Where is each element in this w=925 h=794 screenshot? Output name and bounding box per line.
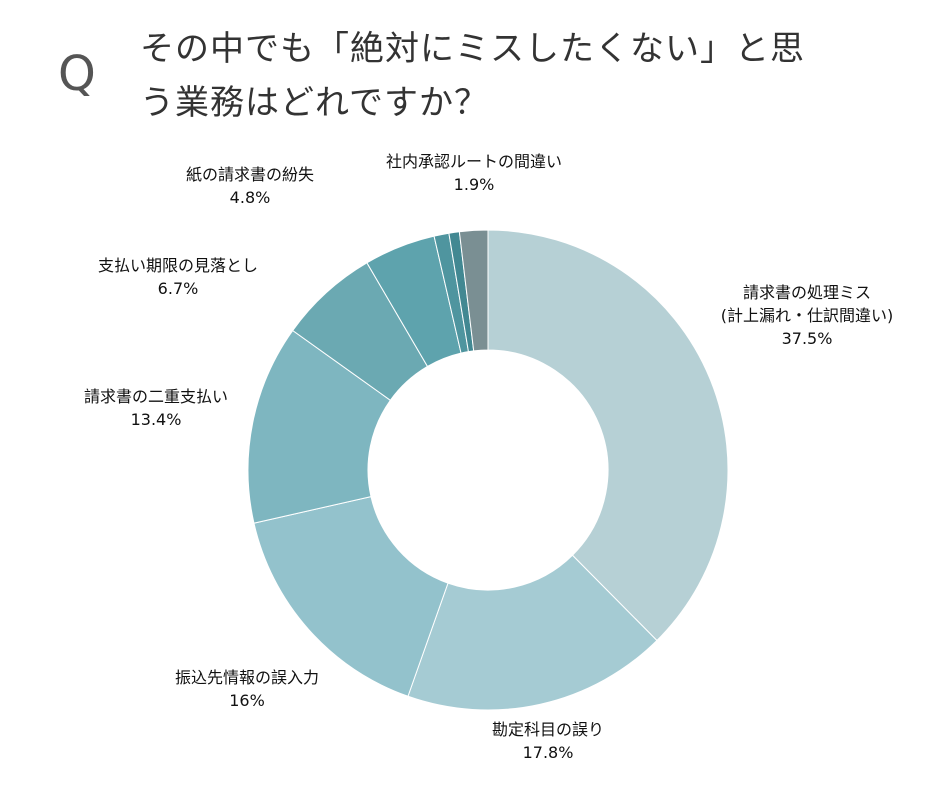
slice-label-4: 支払い期限の見落とし 6.7% xyxy=(98,256,258,298)
slice-label-8: 社内承認ルートの間違い 1.9% xyxy=(386,152,562,194)
donut-slices xyxy=(247,229,729,711)
question-line-1: その中でも「絶対にミスしたくない」と思 xyxy=(140,29,805,69)
slice-label-1: 勘定科目の誤り 17.8% xyxy=(492,720,604,762)
question-title: その中でも「絶対にミスしたくない」と思 う業務はどれですか？ xyxy=(140,22,880,130)
slice-value-label: 6.7% xyxy=(158,279,199,298)
slice-label-text: 振込先情報の誤入力 xyxy=(175,668,319,687)
donut-slice-8 xyxy=(458,229,489,352)
slice-label-text: 紙の請求書の紛失 xyxy=(186,165,314,184)
slice-label-0: 請求書の処理ミス (計上漏れ・仕訳間違い) 37.5% xyxy=(721,283,894,348)
question-q-mark: Q xyxy=(58,46,96,102)
slice-value-label: 4.8% xyxy=(230,188,271,207)
slice-label-5: 紙の請求書の紛失 4.8% xyxy=(186,165,314,207)
question-line-2: う業務はどれですか？ xyxy=(140,83,489,123)
slice-value-label: 16% xyxy=(229,691,265,710)
slice-label-text: (計上漏れ・仕訳間違い) xyxy=(721,306,894,325)
slice-value-label: 17.8% xyxy=(523,743,574,762)
donut-slice-2 xyxy=(253,495,449,697)
slice-label-3: 請求書の二重支払い 13.4% xyxy=(84,387,228,429)
slice-label-text: 支払い期限の見落とし xyxy=(98,256,258,275)
slice-value-label: 13.4% xyxy=(131,410,182,429)
donut-slice-1 xyxy=(407,554,658,711)
slice-label-text: 勘定科目の誤り xyxy=(492,720,604,739)
slice-value-label: 37.5% xyxy=(782,329,833,348)
slice-label-text: 請求書の処理ミス xyxy=(743,283,871,302)
slice-label-2: 振込先情報の誤入力 16% xyxy=(175,668,319,710)
slice-label-text: 請求書の二重支払い xyxy=(84,387,228,406)
slice-value-label: 1.9% xyxy=(454,175,495,194)
donut-slice-0 xyxy=(487,229,729,642)
slice-label-text: 社内承認ルートの間違い xyxy=(386,152,562,171)
